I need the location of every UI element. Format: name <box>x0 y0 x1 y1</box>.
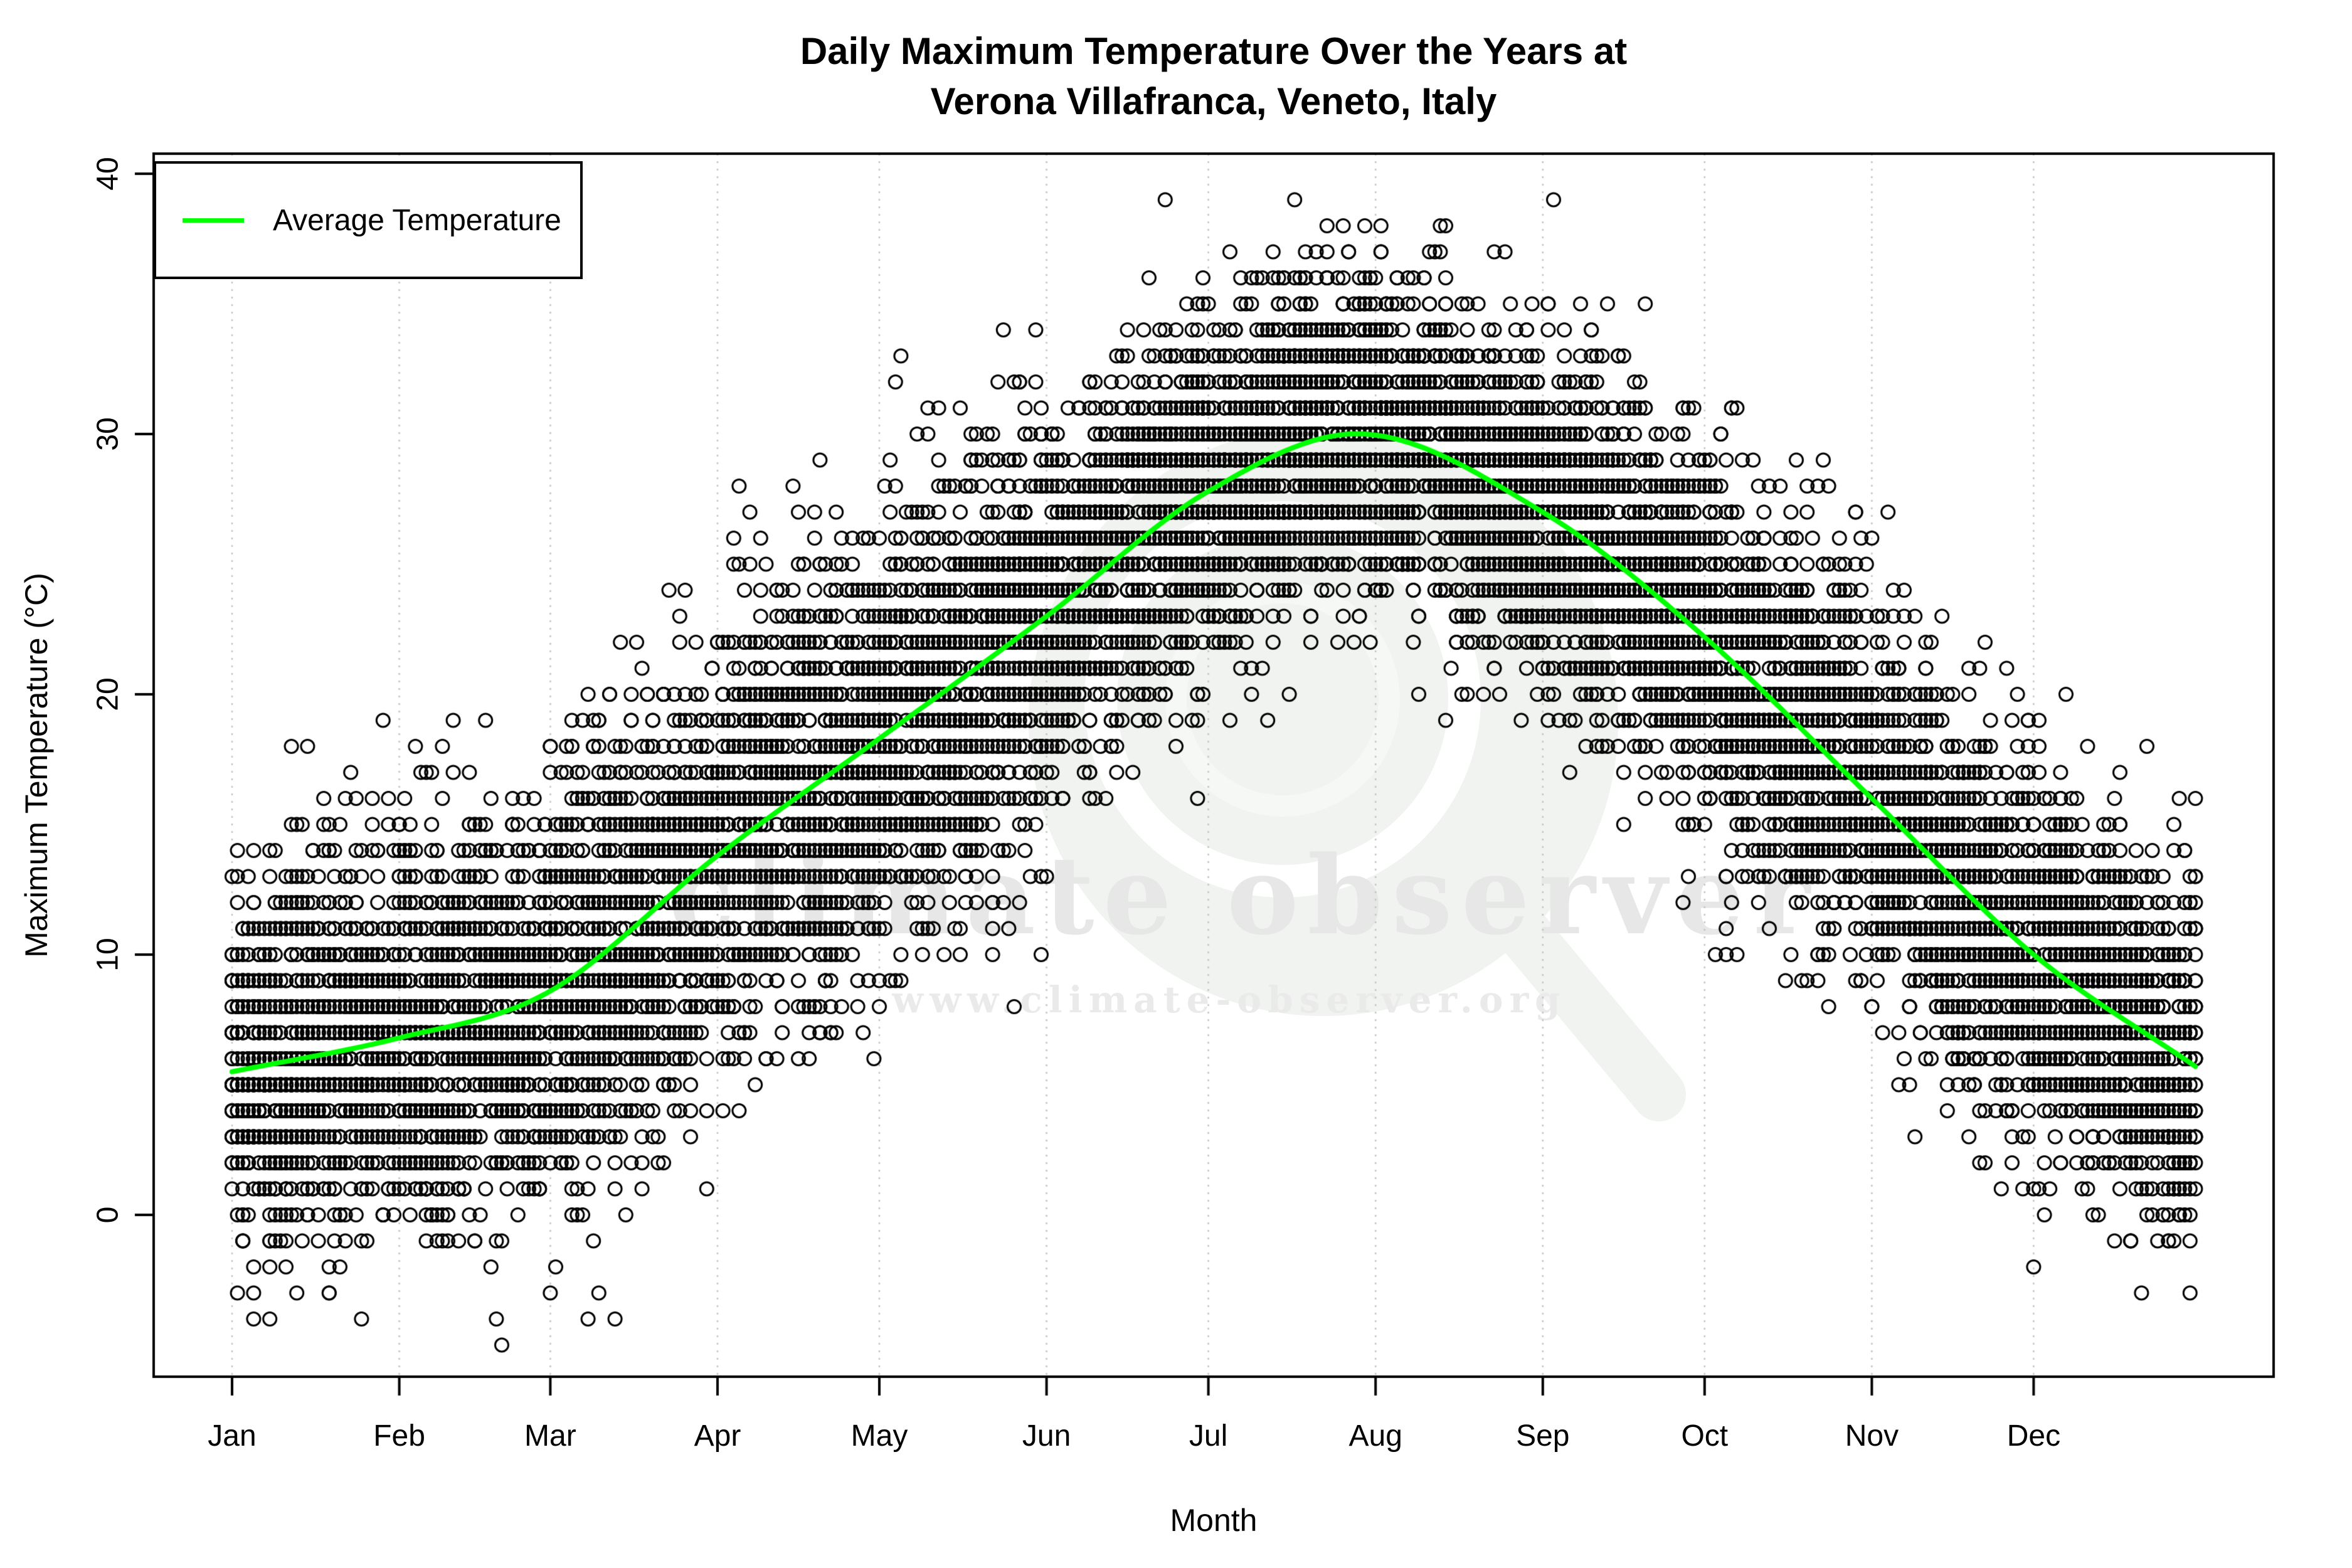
chart-title-line1: Daily Maximum Temperature Over the Years… <box>800 30 1628 72</box>
x-tick-label-aug: Aug <box>1348 1419 1402 1453</box>
x-tick-label-may: May <box>850 1419 908 1453</box>
x-tick-label-apr: Apr <box>694 1419 741 1453</box>
x-tick-label-sep: Sep <box>1516 1419 1570 1453</box>
x-tick-label-jun: Jun <box>1022 1419 1071 1453</box>
x-tick-label-oct: Oct <box>1681 1419 1729 1453</box>
x-tick-label-mar: Mar <box>524 1419 576 1453</box>
y-tick-label-0: 0 <box>91 1206 125 1224</box>
legend: Average Temperature <box>154 161 583 279</box>
legend-line-swatch-icon <box>183 218 244 223</box>
x-tick-label-jul: Jul <box>1189 1419 1228 1453</box>
x-axis-title: Month <box>1170 1503 1258 1538</box>
x-tick-label-nov: Nov <box>1845 1419 1899 1453</box>
x-tick-label-dec: Dec <box>2006 1419 2061 1453</box>
chart-title: Daily Maximum Temperature Over the Years… <box>154 26 2274 127</box>
x-tick-label-feb: Feb <box>373 1419 425 1453</box>
legend-label: Average Temperature <box>273 203 561 237</box>
y-tick-label-30: 30 <box>91 417 125 451</box>
y-axis-title: Maximum Temperature (°C) <box>19 573 54 958</box>
y-tick-label-20: 20 <box>91 677 125 711</box>
x-tick-label-jan: Jan <box>208 1419 257 1453</box>
chart-title-line2: Verona Villafranca, Veneto, Italy <box>930 80 1497 122</box>
y-tick-label-10: 10 <box>91 938 125 972</box>
y-tick-label-40: 40 <box>91 157 125 191</box>
